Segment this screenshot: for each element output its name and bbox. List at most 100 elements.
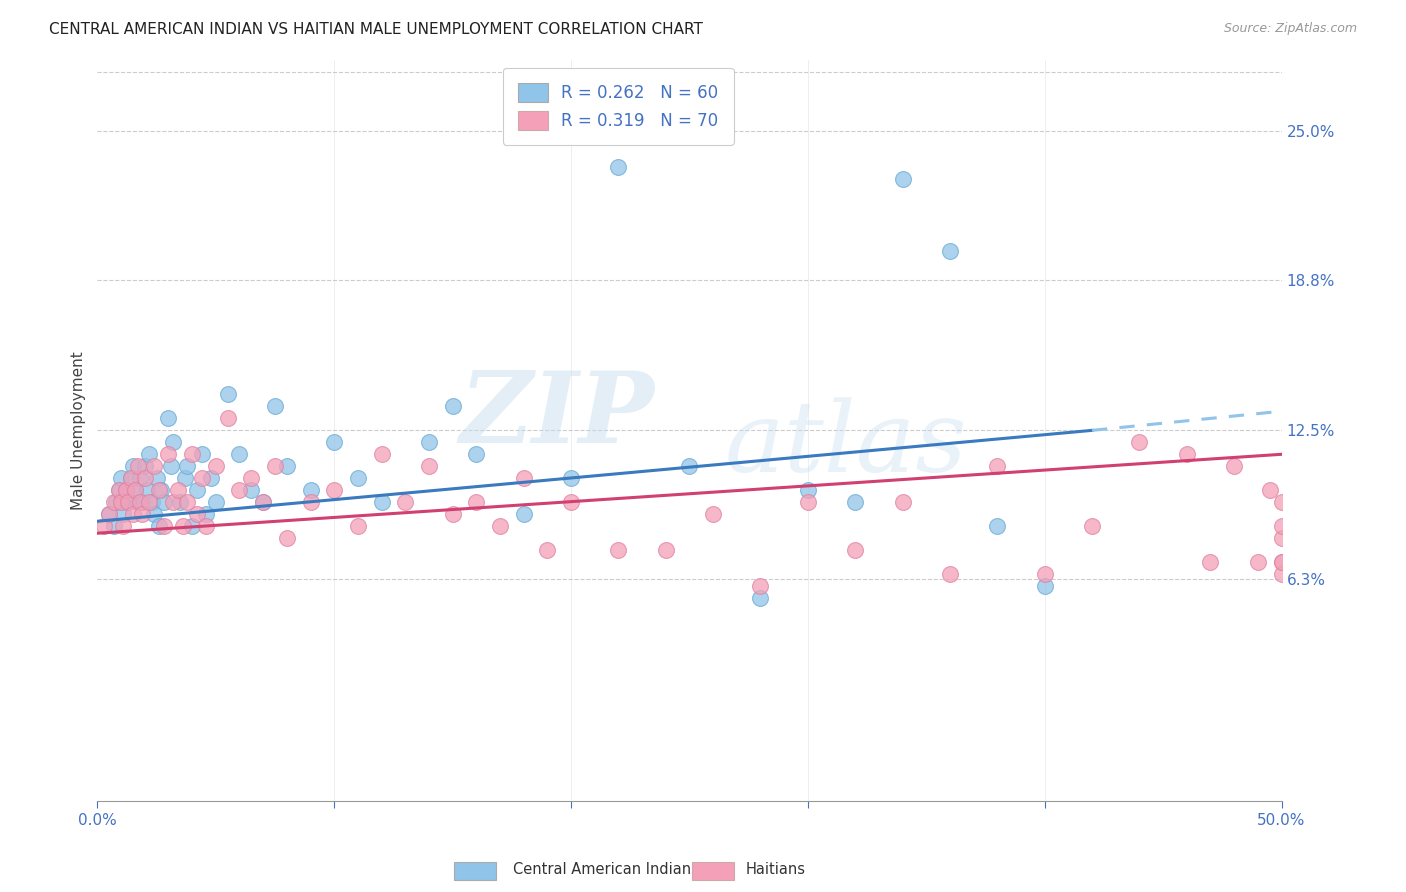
- Point: [217, 411, 239, 425]
- Point: [124, 483, 146, 498]
- Point: [148, 483, 170, 498]
- Point: [512, 471, 534, 485]
- Point: [299, 495, 322, 509]
- Point: [204, 495, 226, 509]
- Point: [749, 579, 772, 593]
- Point: [127, 495, 149, 509]
- Point: [186, 483, 208, 498]
- Text: Haitians: Haitians: [745, 863, 806, 877]
- Point: [1270, 519, 1292, 533]
- Point: [844, 543, 866, 558]
- Point: [120, 471, 142, 485]
- Point: [145, 471, 167, 485]
- Point: [114, 483, 136, 498]
- Point: [441, 507, 464, 521]
- Point: [143, 459, 166, 474]
- Point: [195, 519, 218, 533]
- Point: [394, 495, 416, 509]
- Point: [169, 495, 191, 509]
- Point: [560, 495, 582, 509]
- Point: [150, 483, 173, 498]
- Point: [217, 387, 239, 401]
- Point: [891, 495, 914, 509]
- Point: [252, 495, 274, 509]
- Point: [276, 531, 298, 545]
- Point: [110, 495, 132, 509]
- Point: [607, 160, 630, 174]
- Point: [110, 471, 132, 485]
- Point: [176, 495, 198, 509]
- Point: [1270, 495, 1292, 509]
- Point: [107, 483, 129, 498]
- Point: [148, 519, 170, 533]
- Point: [157, 411, 180, 425]
- Point: [252, 495, 274, 509]
- Point: [655, 543, 678, 558]
- Point: [939, 566, 962, 581]
- Y-axis label: Male Unemployment: Male Unemployment: [72, 351, 86, 509]
- Point: [167, 483, 190, 498]
- Point: [986, 519, 1008, 533]
- Point: [1128, 435, 1150, 450]
- Point: [370, 447, 392, 461]
- Text: atlas: atlas: [725, 398, 967, 493]
- Point: [204, 459, 226, 474]
- Point: [181, 519, 204, 533]
- Point: [1081, 519, 1104, 533]
- Point: [120, 471, 142, 485]
- Point: [162, 435, 184, 450]
- Point: [162, 495, 184, 509]
- Point: [323, 483, 346, 498]
- Point: [1033, 566, 1056, 581]
- Point: [607, 543, 630, 558]
- Point: [228, 447, 250, 461]
- Point: [264, 459, 287, 474]
- Point: [117, 495, 139, 509]
- Point: [749, 591, 772, 605]
- Legend: R = 0.262   N = 60, R = 0.319   N = 70: R = 0.262 N = 60, R = 0.319 N = 70: [503, 68, 734, 145]
- Point: [797, 483, 820, 498]
- Point: [1270, 555, 1292, 569]
- Point: [195, 507, 218, 521]
- Point: [129, 495, 152, 509]
- Point: [103, 495, 125, 509]
- Point: [117, 495, 139, 509]
- Point: [174, 471, 197, 485]
- Point: [939, 244, 962, 258]
- Point: [131, 507, 153, 521]
- Point: [129, 471, 152, 485]
- Point: [131, 495, 153, 509]
- Point: [1223, 459, 1246, 474]
- Point: [157, 447, 180, 461]
- Point: [264, 400, 287, 414]
- Point: [844, 495, 866, 509]
- Point: [1199, 555, 1222, 569]
- Text: CENTRAL AMERICAN INDIAN VS HAITIAN MALE UNEMPLOYMENT CORRELATION CHART: CENTRAL AMERICAN INDIAN VS HAITIAN MALE …: [49, 22, 703, 37]
- Point: [112, 519, 135, 533]
- Point: [112, 507, 135, 521]
- Point: [1258, 483, 1281, 498]
- Point: [152, 519, 174, 533]
- Point: [323, 435, 346, 450]
- Point: [418, 435, 440, 450]
- Point: [512, 507, 534, 521]
- Point: [176, 459, 198, 474]
- Text: Source: ZipAtlas.com: Source: ZipAtlas.com: [1223, 22, 1357, 36]
- Point: [186, 507, 208, 521]
- Point: [240, 483, 263, 498]
- Point: [200, 471, 222, 485]
- Point: [702, 507, 724, 521]
- Point: [103, 519, 125, 533]
- Point: [127, 459, 149, 474]
- Point: [138, 495, 160, 509]
- Point: [228, 483, 250, 498]
- Point: [1270, 566, 1292, 581]
- Point: [93, 519, 115, 533]
- Point: [240, 471, 263, 485]
- Point: [122, 459, 145, 474]
- Point: [797, 495, 820, 509]
- Point: [465, 495, 488, 509]
- Point: [536, 543, 558, 558]
- Point: [190, 447, 212, 461]
- Point: [190, 471, 212, 485]
